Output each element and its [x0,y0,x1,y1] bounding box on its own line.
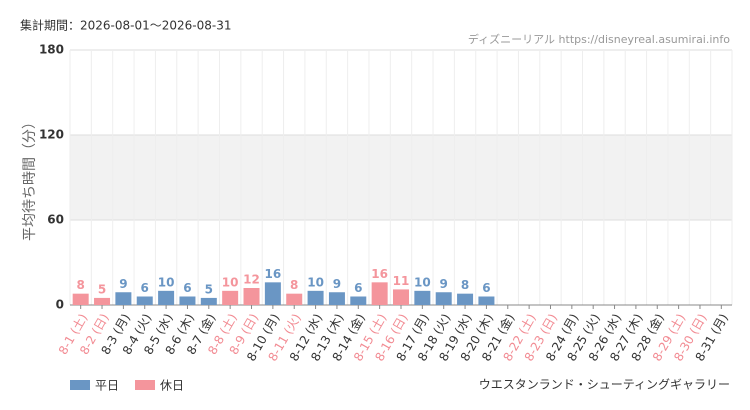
footer: ウエスタンランド・シューティングギャラリー [479,378,730,392]
value-label: 6 [183,281,191,295]
value-label: 12 [243,273,260,287]
bar [478,296,495,305]
bar [115,292,132,305]
bar [136,296,153,305]
bar [179,296,196,305]
value-label: 5 [205,282,213,296]
bar [158,290,175,305]
y-tick-label: 0 [56,298,64,312]
legend-swatch [70,380,90,390]
value-label: 8 [290,278,298,292]
legend-label: 平日 [95,379,119,393]
y-tick-label: 180 [39,43,64,57]
y-axis-label: 平均待ち時間（分） [22,115,38,241]
value-label: 11 [393,274,410,288]
bar [94,297,111,305]
value-label: 8 [461,278,469,292]
bar [393,289,409,305]
value-label: 6 [354,281,362,295]
grid-band [70,135,732,220]
value-label: 16 [371,267,388,281]
source: ディズニーリアル https://disneyreal.asumirai.inf… [468,32,730,46]
bar [371,282,388,305]
value-label: 9 [440,277,448,291]
y-tick-label: 60 [47,213,64,227]
bar [243,288,260,305]
bar [222,290,239,305]
bar [200,297,217,305]
value-label: 10 [307,275,324,289]
value-label: 5 [98,282,106,296]
bar [72,293,89,305]
bar [414,290,431,305]
legend-swatch [135,380,155,390]
period: 集計期間：2026-08-01～2026-08-31 [20,18,231,33]
value-label: 10 [158,275,175,289]
y-tick-label: 120 [39,128,64,142]
bar [457,293,474,305]
value-label: 6 [482,281,490,295]
value-label: 16 [265,267,282,281]
value-label: 10 [414,275,431,289]
bar [350,296,367,305]
bar [307,290,324,305]
value-label: 10 [222,275,239,289]
value-label: 9 [333,277,341,291]
bar [264,282,281,305]
bar [435,292,452,305]
bar [328,292,345,305]
value-label: 6 [141,281,149,295]
value-label: 8 [76,278,84,292]
value-label: 9 [119,277,127,291]
legend-label: 休日 [160,379,184,393]
bar [286,293,303,305]
